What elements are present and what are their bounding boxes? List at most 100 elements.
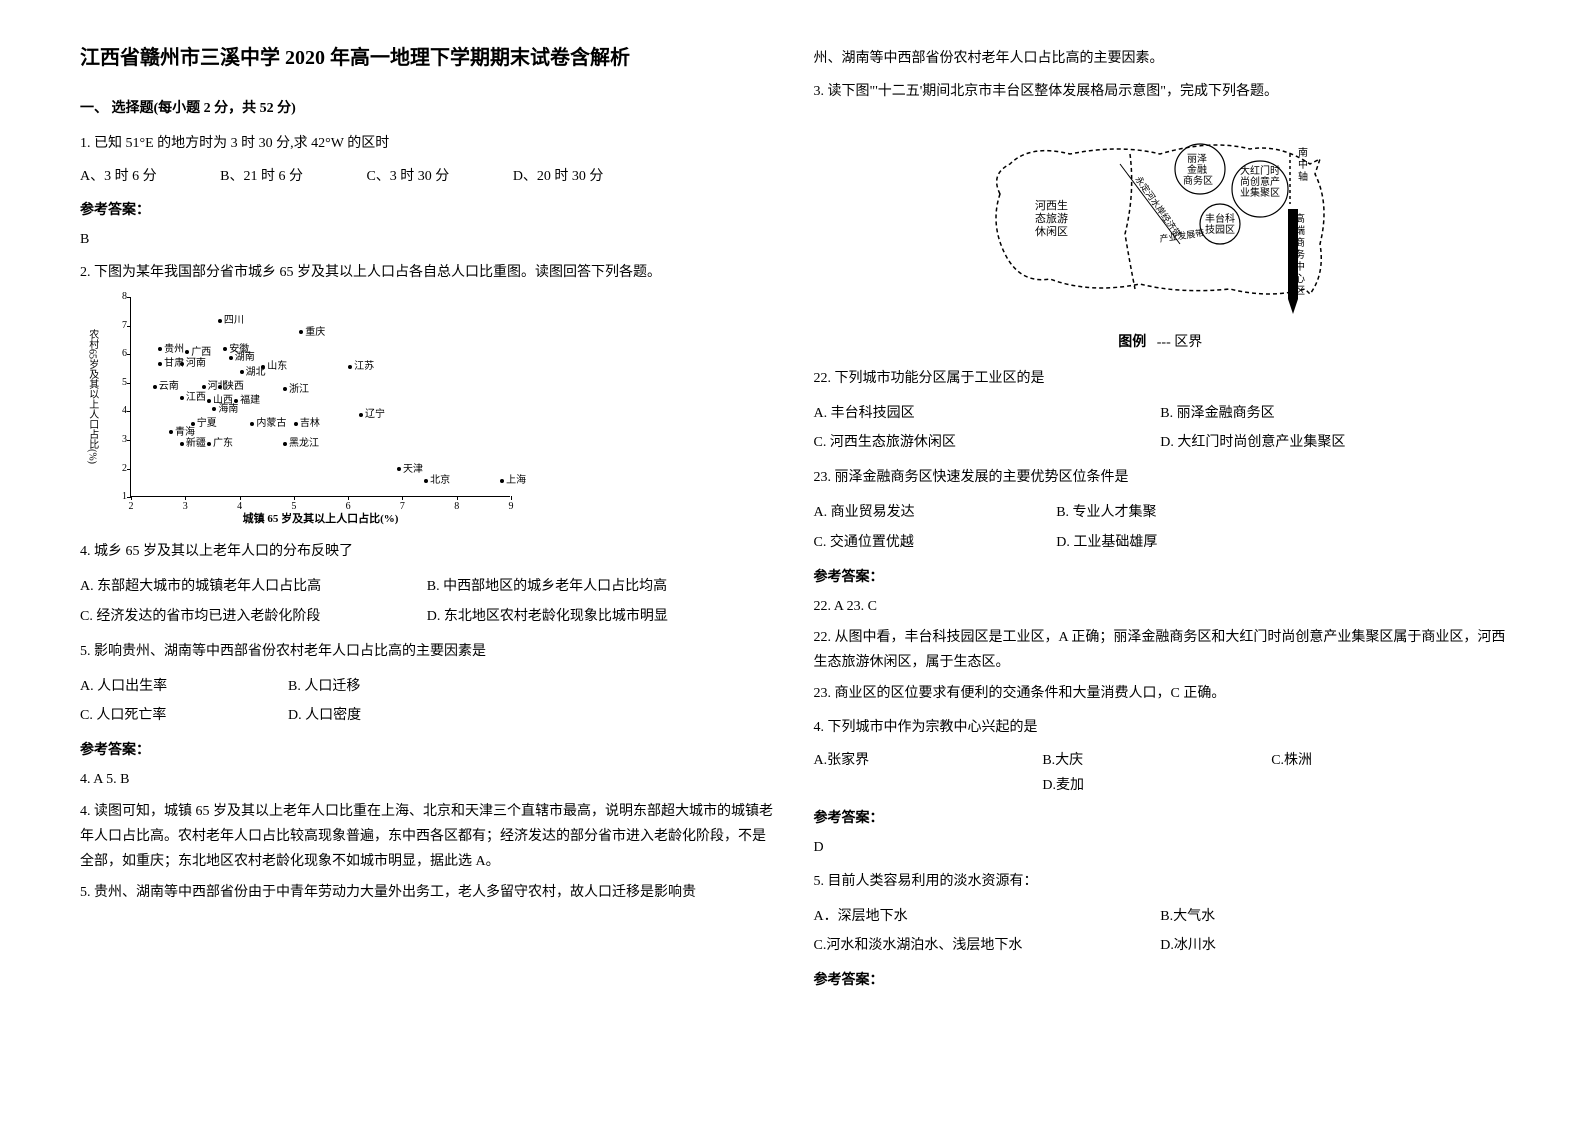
section-header-1: 一、 选择题(每小题 2 分，共 52 分) (80, 96, 774, 121)
map-svg: 河西生 态旅游 休闲区 丽泽 金融 商务区 大红门时 尚创意产 业集聚区 丰台科… (980, 114, 1340, 324)
svg-text:大红门时: 大红门时 (1240, 164, 1280, 177)
q1-options: A、3 时 6 分 B、21 时 6 分 C、3 时 30 分 D、20 时 3… (80, 164, 774, 189)
map-legend-item: --- 区界 (1157, 335, 1203, 350)
q2-4-opt-b: B. 中西部地区的城乡老年人口占比均高 (427, 574, 774, 599)
q5-options: A．深层地下水 B.大气水 C.河水和淡水湖泊水、浅层地下水 D.冰川水 (814, 902, 1508, 960)
svg-text:河西生: 河西生 (1035, 198, 1068, 212)
scatter-chart: 农村65岁及其以上人口占比(%) 城镇 65 岁及其以上人口占比(%) 1234… (130, 297, 510, 497)
svg-text:商务区: 商务区 (1183, 174, 1213, 187)
q3-23-opt-a: A. 商业贸易发达 (814, 500, 1057, 525)
q4-ans-label: 参考答案： (814, 806, 1508, 831)
q1-opt-a: A、3 时 6 分 (80, 164, 157, 189)
q4-opt-a: A.张家界 (814, 748, 1043, 773)
svg-text:技园区: 技园区 (1205, 223, 1235, 236)
exam-title: 江西省赣州市三溪中学 2020 年高一地理下学期期末试卷含解析 (80, 40, 774, 76)
q1-opt-c: C、3 时 30 分 (366, 164, 449, 189)
q3-stem: 3. 读下图"'十二五'期间北京市丰台区整体发展格局示意图"，完成下列各题。 (814, 79, 1508, 104)
q2-4-opt-a: A. 东部超大城市的城镇老年人口占比高 (80, 574, 427, 599)
left-column: 江西省赣州市三溪中学 2020 年高一地理下学期期末试卷含解析 一、 选择题(每… (60, 40, 794, 1082)
q2-4-stem: 4. 城乡 65 岁及其以上老年人口的分布反映了 (80, 539, 774, 564)
q5-opt-d: D.冰川水 (1160, 933, 1507, 958)
q2-answer: 4. A 5. B (80, 767, 774, 792)
scatter-point: 新疆 (180, 435, 206, 453)
scatter-point: 吉林 (294, 415, 320, 433)
scatter-y-title: 农村65岁及其以上人口占比(%) (83, 297, 101, 496)
scatter-x-title: 城镇 65 岁及其以上人口占比(%) (243, 496, 399, 530)
svg-text:业集聚区: 业集聚区 (1240, 186, 1280, 199)
svg-text:丽泽: 丽泽 (1187, 153, 1207, 165)
q3-23-stem: 23. 丽泽金融商务区快速发展的主要优势区位条件是 (814, 465, 1508, 490)
q5-opt-c: C.河水和淡水湖泊水、浅层地下水 (814, 933, 1161, 958)
q4-options: A.张家界 B.大庆 C.株洲 D.麦加 (814, 748, 1508, 798)
q2-ans-label: 参考答案： (80, 738, 774, 763)
q5-ans-label: 参考答案： (814, 968, 1508, 993)
q1-ans-label: 参考答案： (80, 198, 774, 223)
q2-5-stem: 5. 影响贵州、湖南等中西部省份农村老年人口占比高的主要因素是 (80, 639, 774, 664)
map-legend-label: 图例 (1118, 335, 1146, 350)
svg-text:金融: 金融 (1187, 163, 1207, 176)
q5-stem: 5. 目前人类容易利用的淡水资源有： (814, 869, 1508, 894)
svg-text:产业发展带: 产业发展带 (1159, 227, 1205, 244)
svg-text:中: 中 (1298, 158, 1308, 171)
q3-23-opt-c: C. 交通位置优越 (814, 530, 1057, 555)
q3-22-opt-c: C. 河西生态旅游休闲区 (814, 430, 1161, 455)
scatter-point: 江西 (180, 389, 206, 407)
svg-text:尚创意产: 尚创意产 (1240, 175, 1280, 188)
scatter-point: 云南 (153, 378, 179, 396)
q3-ans-label: 参考答案： (814, 565, 1508, 590)
svg-text:态旅游: 态旅游 (1035, 211, 1068, 225)
svg-text:轴: 轴 (1298, 170, 1308, 183)
svg-text:永定河水岸经济带: 永定河水岸经济带 (1134, 174, 1184, 239)
q2-5-options: A. 人口出生率 B. 人口迁移 C. 人口死亡率 D. 人口密度 (80, 672, 496, 730)
svg-text:休闲区: 休闲区 (1035, 224, 1068, 238)
q2-4-options: A. 东部超大城市的城镇老年人口占比高 B. 中西部地区的城乡老年人口占比均高 … (80, 572, 774, 630)
q3-analysis-23: 23. 商业区的区位要求有便利的交通条件和大量消费人口，C 正确。 (814, 681, 1508, 706)
scatter-point: 四川 (218, 312, 244, 330)
q2-5-opt-d: D. 人口密度 (288, 703, 496, 728)
q3-answer: 22. A 23. C (814, 594, 1508, 619)
map-legend: 图例 --- 区界 (970, 330, 1350, 355)
q3-23-opt-b: B. 专业人才集聚 (1056, 500, 1299, 525)
q2-5-opt-c: C. 人口死亡率 (80, 703, 288, 728)
q3-22-opt-b: B. 丽泽金融商务区 (1160, 401, 1507, 426)
right-column: 州、湖南等中西部省份农村老年人口占比高的主要因素。 3. 读下图"'十二五'期间… (794, 40, 1528, 1082)
scatter-point: 辽宁 (359, 406, 385, 424)
q4-opt-b: B.大庆 (1042, 748, 1271, 773)
q4-opt-d: D.麦加 (1042, 773, 1271, 798)
q1-stem: 1. 已知 51°E 的地方时为 3 时 30 分,求 42°W 的区时 (80, 131, 774, 156)
scatter-point: 江苏 (348, 358, 374, 376)
scatter-point: 黑龙江 (283, 435, 319, 453)
q3-22-opt-d: D. 大红门时尚创意产业集聚区 (1160, 430, 1507, 455)
q2-analysis-5: 5. 贵州、湖南等中西部省份由于中青年劳动力大量外出务工，老人多留守农村，故人口… (80, 880, 774, 905)
q3-23-options: A. 商业贸易发达 B. 专业人才集聚 C. 交通位置优越 D. 工业基础雄厚 (814, 498, 1299, 556)
scatter-point: 重庆 (299, 324, 325, 342)
q2-analysis-4: 4. 读图可知，城镇 65 岁及其以上老年人口比重在上海、北京和天津三个直辖市最… (80, 799, 774, 875)
svg-text:南: 南 (1298, 146, 1308, 159)
q3-22-opt-a: A. 丰台科技园区 (814, 401, 1161, 426)
q2-5-opt-a: A. 人口出生率 (80, 674, 288, 699)
q2-5-opt-b: B. 人口迁移 (288, 674, 496, 699)
q2-4-opt-c: C. 经济发达的省市均已进入老龄化阶段 (80, 604, 427, 629)
q2-stem: 2. 下图为某年我国部分省市城乡 65 岁及其以上人口占各自总人口比重图。读图回… (80, 260, 774, 285)
q3-22-stem: 22. 下列城市功能分区属于工业区的是 (814, 366, 1508, 391)
q2-analysis-5-cont: 州、湖南等中西部省份农村老年人口占比高的主要因素。 (814, 46, 1508, 71)
q3-22-options: A. 丰台科技园区 B. 丽泽金融商务区 C. 河西生态旅游休闲区 D. 大红门… (814, 399, 1508, 457)
svg-text:丰台科: 丰台科 (1205, 212, 1235, 225)
q1-opt-b: B、21 时 6 分 (220, 164, 303, 189)
q3-23-opt-d: D. 工业基础雄厚 (1056, 530, 1299, 555)
scatter-point: 广东 (207, 435, 233, 453)
q4-stem: 4. 下列城市中作为宗教中心兴起的是 (814, 715, 1508, 740)
scatter-point: 北京 (424, 472, 450, 490)
q1-opt-d: D、20 时 30 分 (513, 164, 604, 189)
q4-answer: D (814, 835, 1508, 860)
scatter-point: 浙江 (283, 381, 309, 399)
fengtai-map-diagram: 河西生 态旅游 休闲区 丽泽 金融 商务区 大红门时 尚创意产 业集聚区 丰台科… (970, 114, 1350, 355)
q2-4-opt-d: D. 东北地区农村老龄化现象比城市明显 (427, 604, 774, 629)
q5-opt-a: A．深层地下水 (814, 904, 1161, 929)
scatter-point: 内蒙古 (250, 415, 286, 433)
q5-opt-b: B.大气水 (1160, 904, 1507, 929)
q4-opt-c: C.株洲 (1271, 748, 1500, 773)
scatter-point: 河南 (180, 355, 206, 373)
q3-analysis-22: 22. 从图中看，丰台科技园区是工业区，A 正确；丽泽金融商务区和大红门时尚创意… (814, 625, 1508, 675)
scatter-point: 上海 (500, 472, 526, 490)
